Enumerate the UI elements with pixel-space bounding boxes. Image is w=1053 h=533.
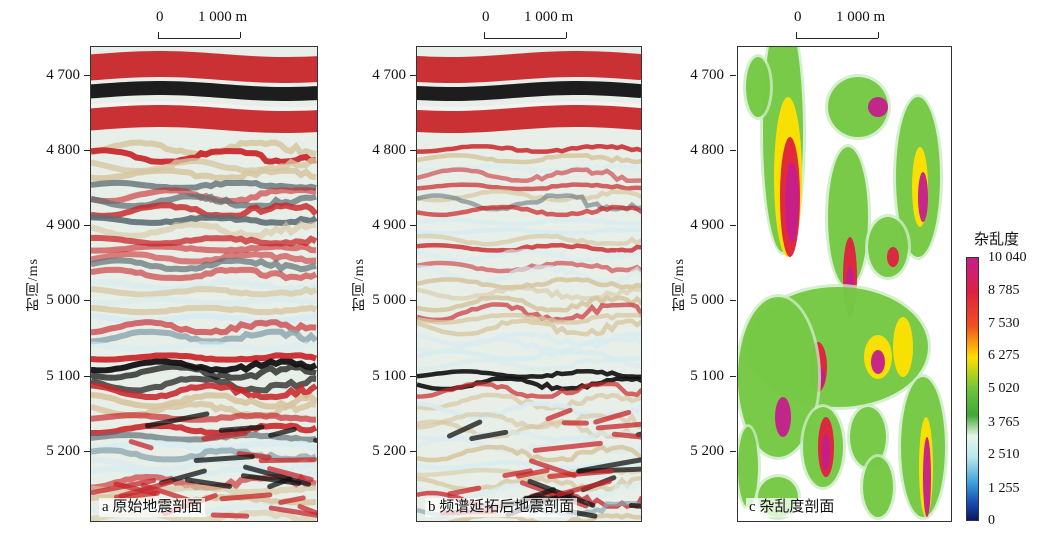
tick-mark bbox=[84, 225, 90, 226]
time-tick-label: 5 100 bbox=[372, 368, 406, 384]
time-tick-label: 5 000 bbox=[46, 292, 80, 308]
time-tick-label: 4 900 bbox=[46, 217, 80, 233]
scale-zero-label: 0 bbox=[156, 9, 164, 25]
panel-caption: c 杂乱度剖面 bbox=[746, 498, 838, 517]
legend-label: 6 275 bbox=[988, 348, 1020, 363]
tick-mark bbox=[730, 75, 736, 76]
scale-distance-label: 1 000 m bbox=[524, 9, 574, 25]
time-tick-label: 4 900 bbox=[372, 217, 406, 233]
time-tick-label: 5 200 bbox=[690, 443, 724, 459]
tick-mark bbox=[730, 300, 736, 301]
panel-original-seismic: 0 1 000 m 时间/ms 4 700 4 800 4 900 5 000 … bbox=[0, 0, 330, 533]
tick-mark bbox=[410, 451, 416, 452]
tick-mark bbox=[84, 150, 90, 151]
legend-color-bar bbox=[966, 257, 979, 521]
scale-tick-end bbox=[240, 32, 241, 38]
tick-mark bbox=[730, 451, 736, 452]
time-tick-label: 5 000 bbox=[372, 292, 406, 308]
legend-label: 5 020 bbox=[988, 381, 1020, 396]
scale-distance-label: 1 000 m bbox=[836, 9, 886, 25]
tick-mark bbox=[84, 75, 90, 76]
tick-mark bbox=[730, 150, 736, 151]
tick-mark bbox=[84, 300, 90, 301]
seismic-section-canvas bbox=[417, 47, 641, 521]
legend-label: 10 040 bbox=[988, 250, 1027, 265]
legend-label: 0 bbox=[988, 513, 995, 528]
panel-caption: b 频谱延拓后地震剖面 bbox=[425, 498, 578, 517]
legend-label: 2 510 bbox=[988, 447, 1020, 462]
scale-bar: 0 1 000 m bbox=[788, 8, 938, 44]
tick-mark bbox=[730, 376, 736, 377]
time-tick-label: 4 800 bbox=[372, 142, 406, 158]
time-tick-label: 4 800 bbox=[46, 142, 80, 158]
time-tick-label: 5 100 bbox=[46, 368, 80, 384]
scale-tick-end bbox=[878, 32, 879, 38]
time-tick-label: 4 700 bbox=[372, 67, 406, 83]
time-tick-label: 5 100 bbox=[690, 368, 724, 384]
scale-line bbox=[484, 38, 566, 39]
time-tick-label: 5 200 bbox=[46, 443, 80, 459]
legend-label: 3 765 bbox=[988, 415, 1020, 430]
tick-mark bbox=[410, 225, 416, 226]
time-tick-label: 4 700 bbox=[690, 67, 724, 83]
seismic-section-image: b 频谱延拓后地震剖面 bbox=[416, 46, 642, 522]
tick-mark bbox=[84, 451, 90, 452]
scale-bar: 0 1 000 m bbox=[150, 8, 300, 44]
seismic-section-image: a 原始地震剖面 bbox=[90, 46, 318, 522]
scale-zero-label: 0 bbox=[482, 9, 490, 25]
legend-label: 8 785 bbox=[988, 283, 1020, 298]
tick-mark bbox=[84, 376, 90, 377]
chaos-section-image: c 杂乱度剖面 bbox=[737, 46, 952, 522]
scale-tick-start bbox=[158, 32, 159, 38]
scale-tick-start bbox=[484, 32, 485, 38]
scale-line bbox=[796, 38, 878, 39]
scale-tick-start bbox=[796, 32, 797, 38]
time-tick-label: 4 800 bbox=[690, 142, 724, 158]
tick-mark bbox=[410, 376, 416, 377]
legend-label: 7 530 bbox=[988, 316, 1020, 331]
panel-chaos-section: 0 1 000 m 时间/ms 4 700 4 800 4 900 5 000 … bbox=[650, 0, 960, 533]
chaos-section-canvas bbox=[738, 47, 948, 520]
time-tick-label: 4 900 bbox=[690, 217, 724, 233]
scale-bar: 0 1 000 m bbox=[476, 8, 626, 44]
chaos-legend: 杂乱度 10 040 8 785 7 530 6 275 5 020 3 765… bbox=[966, 0, 1053, 533]
legend-title: 杂乱度 bbox=[974, 232, 1020, 248]
time-tick-label: 5 000 bbox=[690, 292, 724, 308]
scale-distance-label: 1 000 m bbox=[198, 9, 248, 25]
tick-mark bbox=[410, 150, 416, 151]
seismic-section-canvas bbox=[91, 47, 317, 521]
scale-line bbox=[158, 38, 240, 39]
time-tick-label: 5 200 bbox=[372, 443, 406, 459]
panel-extended-seismic: 0 1 000 m 时间/ms 4 700 4 800 4 900 5 000 … bbox=[330, 0, 650, 533]
tick-mark bbox=[410, 300, 416, 301]
tick-mark bbox=[410, 75, 416, 76]
time-tick-label: 4 700 bbox=[46, 67, 80, 83]
legend-label: 1 255 bbox=[988, 481, 1020, 496]
tick-mark bbox=[730, 225, 736, 226]
scale-zero-label: 0 bbox=[794, 9, 802, 25]
panel-caption: a 原始地震剖面 bbox=[99, 498, 206, 517]
scale-tick-end bbox=[566, 32, 567, 38]
